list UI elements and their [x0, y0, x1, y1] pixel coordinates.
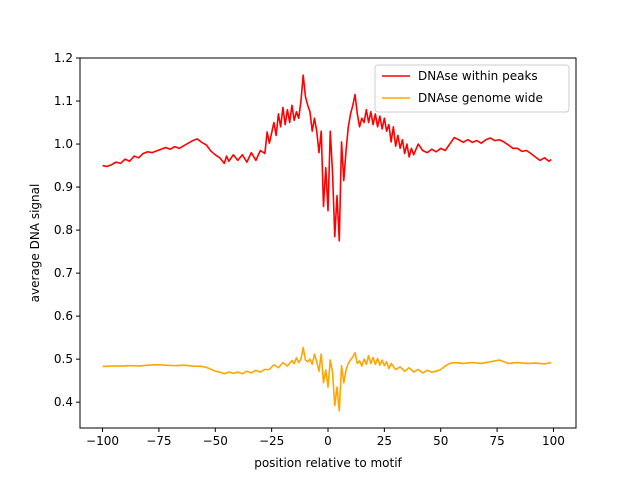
x-tick-label: −100	[86, 434, 119, 448]
y-tick-label: 0.4	[54, 395, 73, 409]
x-tick-label: 25	[377, 434, 392, 448]
y-axis-ticks: 0.4 0.5 0.6 0.7 0.8 0.9 1.0 1.1 1.2	[54, 51, 80, 409]
x-axis-ticks: −100 −75 −50 −25 0 25 50 75 100	[86, 428, 565, 448]
y-tick-label: 0.8	[54, 223, 73, 237]
legend-label-peaks: DNAse within peaks	[418, 69, 538, 83]
y-tick-label: 0.5	[54, 352, 73, 366]
series-layer	[102, 74, 552, 412]
x-tick-label: 75	[489, 434, 504, 448]
x-tick-label: −75	[146, 434, 171, 448]
y-tick-label: 1.2	[54, 51, 73, 65]
y-axis-label: average DNA signal	[28, 184, 42, 303]
legend-box	[374, 64, 570, 113]
x-tick-label: 100	[542, 434, 565, 448]
x-tick-label: 50	[433, 434, 448, 448]
y-tick-label: 0.7	[54, 266, 73, 280]
series-line-0	[102, 74, 552, 242]
y-tick-label: 0.9	[54, 180, 73, 194]
series-line-1	[102, 346, 552, 412]
y-tick-label: 1.1	[54, 94, 73, 108]
y-tick-label: 1.0	[54, 137, 73, 151]
legend-label-genome-wide: DNAse genome wide	[418, 91, 543, 105]
y-tick-label: 0.6	[54, 309, 73, 323]
x-axis-label: position relative to motif	[254, 456, 402, 470]
x-tick-label: −25	[259, 434, 284, 448]
x-tick-label: 0	[324, 434, 332, 448]
legend: DNAse within peaks DNAse genome wide	[374, 64, 570, 113]
x-tick-label: −50	[203, 434, 228, 448]
